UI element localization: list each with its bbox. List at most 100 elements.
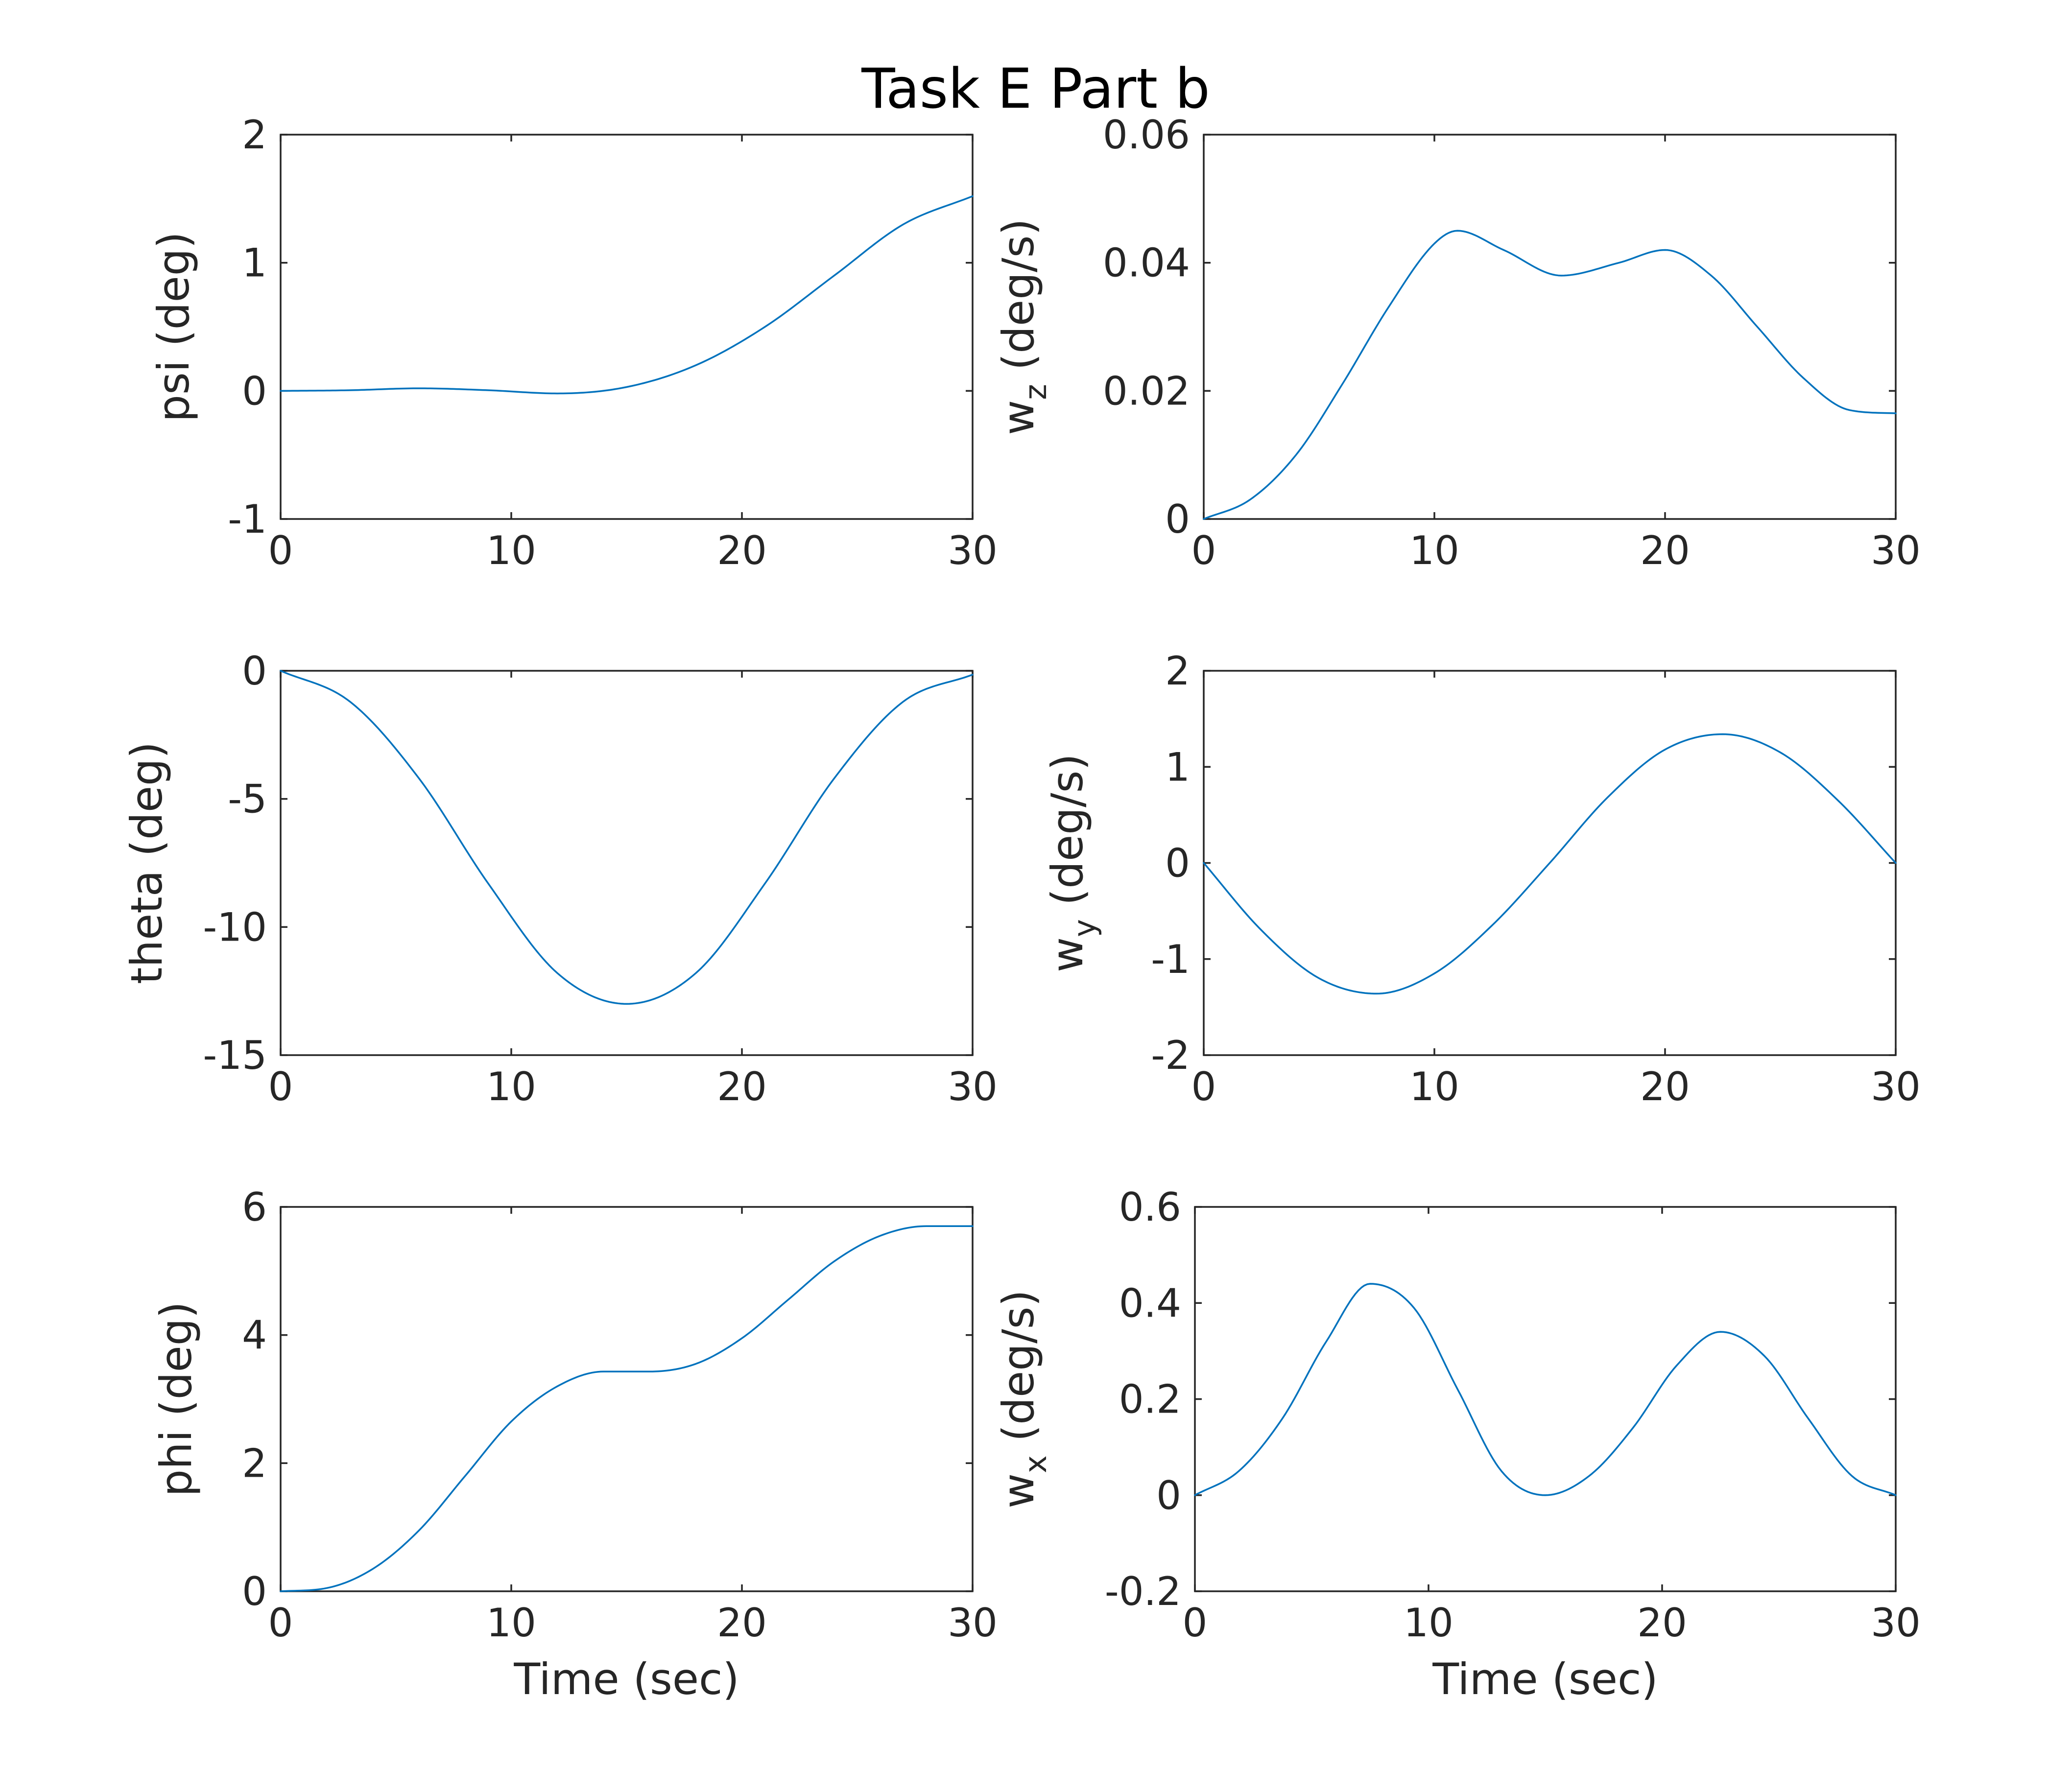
subplot-4: 0 10 20 30 -2 -1 0 1 2 wy (deg/s): [1042, 648, 1921, 1109]
x-tick-label: 0: [268, 1064, 293, 1109]
y-tick-label: 0: [242, 368, 267, 414]
x-tick-label: 30: [1871, 528, 1921, 573]
y-tick-label: 0.6: [1119, 1184, 1181, 1230]
y-axis-label: theta (deg): [121, 742, 172, 984]
y-axis-label-main: psi (deg): [148, 232, 199, 422]
y-axis-label-units: (deg/s): [993, 1290, 1044, 1455]
series-line: [280, 1225, 974, 1592]
axes-frame: [280, 134, 974, 520]
data-point: [1326, 1341, 1327, 1342]
subplot-6: 0 10 20 30-0.200.20.40.6wx (deg/s)Time (sec…: [993, 1184, 1921, 1704]
y-tick-label: -5: [228, 777, 267, 822]
y-tick-label: 4: [242, 1313, 267, 1358]
data-point: [1780, 752, 1781, 753]
x-tick-label: 20: [717, 1064, 767, 1109]
data-point: [1434, 973, 1435, 974]
x-tick-label: 10: [486, 1600, 536, 1646]
x-tick-label: 10: [1409, 528, 1459, 573]
y-tick-label: 0: [1156, 1473, 1181, 1518]
y-tick-label: 2: [1165, 648, 1190, 694]
data-point: [1676, 1365, 1677, 1366]
series-line: [280, 195, 974, 395]
y-axis-label: wz (deg/s): [993, 218, 1053, 435]
x-tick-label: 30: [948, 528, 998, 573]
y-axis-label-main: w: [993, 1473, 1044, 1509]
data-point: [695, 365, 696, 366]
data-point: [1665, 749, 1666, 750]
data-point: [557, 1386, 558, 1387]
x-tick-label: 0: [1191, 1064, 1216, 1109]
y-tick-label: 0: [1165, 496, 1190, 542]
x-tick-label: 20: [1640, 528, 1690, 573]
y-tick-label: 6: [242, 1184, 267, 1230]
y-tick-label: 0: [242, 1569, 267, 1614]
x-tick-label: 0: [268, 528, 293, 573]
x-tick-label: 10: [1404, 1600, 1453, 1646]
y-axis-label-main: w: [993, 400, 1044, 435]
data-point: [649, 1371, 650, 1372]
subplot-5: 0 10 20 30 0 2 4 6 phi (deg) Time (sec): [151, 1184, 998, 1704]
x-tick-label: 0: [1191, 528, 1216, 573]
x-tick-label: 10: [486, 528, 536, 573]
x-axis-label: Time (sec): [1432, 1654, 1658, 1704]
series-line: [1203, 733, 1897, 995]
axes-frame: [1194, 1206, 1897, 1592]
x-tick-label: 20: [717, 528, 767, 573]
y-axis-label: phi (deg): [151, 1301, 201, 1497]
figure-title: Task E Part b: [861, 57, 1210, 121]
y-axis-label-subscript: z: [1018, 384, 1053, 400]
y-tick-label: 2: [242, 112, 267, 158]
data-point: [1711, 275, 1712, 276]
data-point: [1457, 1389, 1458, 1390]
y-axis-label-units: (deg/s): [993, 218, 1044, 384]
y-axis-label: wx (deg/s): [993, 1290, 1053, 1509]
x-tick-label: 0: [268, 1600, 293, 1646]
axes-frame: [280, 1206, 974, 1592]
subplot-3: 0 10 20 30 -15 -10 -5 0 theta (deg): [121, 648, 998, 1109]
y-axis-label-main: phi (deg): [151, 1301, 201, 1497]
y-tick-label: 0.2: [1119, 1377, 1181, 1422]
y-axis-label-main: w: [1042, 937, 1093, 972]
data-point: [880, 1235, 881, 1236]
x-tick-label: 30: [948, 1600, 998, 1646]
y-tick-label: -1: [1151, 937, 1190, 982]
x-tick-label: 20: [1640, 1064, 1690, 1109]
y-tick-label: -2: [1151, 1033, 1190, 1078]
y-tick-label: -1: [228, 496, 267, 542]
x-tick-label: 10: [1409, 1064, 1459, 1109]
data-point: [557, 393, 558, 394]
x-tick-label: 30: [1871, 1064, 1921, 1109]
data-point: [603, 1371, 604, 1372]
x-tick-label: 30: [1871, 1600, 1921, 1646]
series-line: [1203, 230, 1897, 520]
x-tick-label: 0: [1183, 1600, 1208, 1646]
y-tick-label: 2: [242, 1440, 267, 1486]
x-tick-label: 20: [717, 1600, 767, 1646]
y-axis-label-subscript: y: [1067, 919, 1102, 937]
y-tick-label: -15: [203, 1033, 267, 1078]
y-axis-label-units: (deg/s): [1042, 754, 1093, 919]
y-tick-label: 0: [1165, 841, 1190, 886]
x-tick-label: 30: [948, 1064, 998, 1109]
y-tick-label: 0.04: [1103, 240, 1190, 286]
y-tick-label: 1: [1165, 744, 1190, 790]
y-tick-label: 0.06: [1103, 112, 1190, 158]
data-point: [511, 1421, 512, 1422]
y-axis-label-main: theta (deg): [121, 742, 172, 984]
data-point: [903, 701, 904, 702]
series-line: [280, 670, 974, 1005]
x-axis-label: Time (sec): [513, 1654, 739, 1704]
subplot-2: 0 10 20 30 0 0.02 0.04 0.06 wz (deg/s): [993, 112, 1921, 573]
data-point: [926, 1226, 927, 1227]
y-axis-label: psi (deg): [148, 232, 199, 422]
data-point: [903, 224, 904, 225]
axes-frame: [280, 670, 974, 1056]
y-axis-label-subscript: x: [1018, 1455, 1053, 1473]
axes-frame: [1203, 134, 1897, 520]
y-tick-label: 0.4: [1119, 1280, 1181, 1326]
y-tick-label: -10: [203, 904, 267, 950]
y-tick-label: 0.02: [1103, 368, 1190, 414]
data-point: [1434, 243, 1435, 244]
y-axis-label: wy (deg/s): [1042, 754, 1102, 972]
